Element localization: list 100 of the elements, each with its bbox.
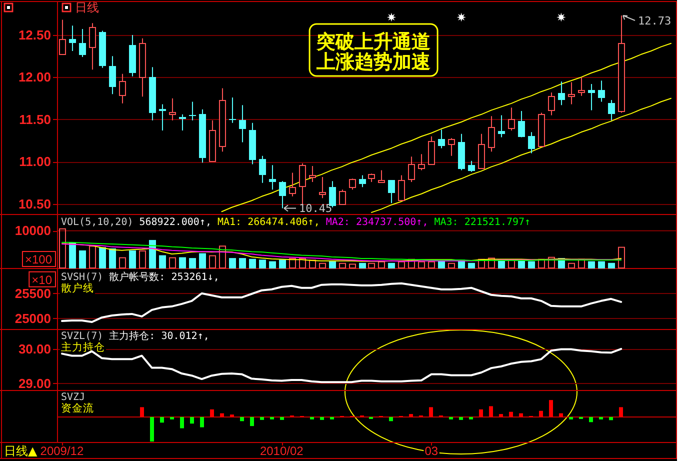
- bar: [568, 262, 575, 268]
- bar: [310, 416, 314, 420]
- bar: [119, 257, 126, 268]
- bar: [189, 258, 196, 268]
- bar: [190, 416, 194, 424]
- bar: [89, 246, 96, 268]
- bar: [618, 246, 625, 268]
- bar: [569, 416, 573, 420]
- text: 日线▲: [4, 444, 38, 458]
- bar: [99, 247, 106, 268]
- chart-subtitle: 资金流: [61, 401, 94, 414]
- bar: [229, 258, 236, 268]
- annotation: 10.45: [299, 202, 332, 216]
- y-tick-label: 25000: [14, 310, 51, 326]
- bar: [140, 407, 144, 417]
- text: 568922.000↑,: [139, 217, 212, 228]
- y-tick-label: 11.00: [19, 154, 51, 170]
- bar: [299, 258, 306, 268]
- x-tick-label: 03: [424, 444, 438, 458]
- bar: [170, 416, 174, 420]
- text: 散户线: [61, 281, 94, 294]
- bar: [160, 416, 164, 423]
- x-tick-label: 2010/02: [260, 444, 304, 458]
- bar: [398, 261, 405, 268]
- bar: [69, 242, 76, 268]
- bar: [469, 416, 473, 420]
- y-axis-title: ×100: [24, 252, 52, 266]
- bar: [320, 416, 324, 420]
- bar: [330, 416, 334, 420]
- y-tick-label: 12.50: [18, 27, 51, 42]
- bar: [59, 228, 66, 268]
- bar: [159, 255, 166, 268]
- bar: [488, 258, 495, 268]
- bar: [269, 261, 276, 268]
- bar: [79, 250, 86, 268]
- bar: [349, 264, 356, 268]
- chart-title: SVSH(7): [61, 272, 104, 283]
- bar: [559, 413, 563, 417]
- bar: [270, 416, 274, 420]
- y-tick-label: 30.00: [18, 342, 51, 357]
- bar: [599, 416, 603, 420]
- bar: [378, 261, 385, 268]
- bar: [259, 260, 266, 268]
- bar: [150, 416, 154, 442]
- line-series: [370, 98, 672, 213]
- y-tick-label: 29.00: [18, 376, 51, 391]
- bar: [319, 262, 326, 268]
- chart-title: SVZJ: [61, 392, 86, 403]
- bar: [220, 413, 224, 417]
- bar: [508, 260, 515, 268]
- bar: [329, 261, 336, 268]
- line-series: [60, 282, 622, 323]
- bar: [250, 416, 254, 426]
- y-tick-label: 25500: [14, 286, 51, 301]
- bar: [180, 416, 184, 428]
- bar: [209, 255, 216, 268]
- bar: [549, 400, 553, 417]
- bar: [240, 416, 244, 422]
- bar: [339, 262, 346, 268]
- bar: [589, 416, 593, 422]
- bar: [428, 261, 435, 268]
- bar: [309, 260, 316, 268]
- bar: [249, 258, 256, 268]
- bar: [388, 262, 395, 268]
- bar: [210, 409, 214, 417]
- bar: [139, 250, 146, 268]
- bar: [239, 258, 246, 268]
- x-tick-label: 2009/12: [40, 444, 84, 458]
- chart-title: 日线: [75, 0, 99, 14]
- bar: [418, 261, 425, 268]
- text: MA1: 266474.406↑,: [218, 217, 320, 228]
- bar: [609, 416, 613, 420]
- bar: [449, 416, 453, 420]
- bar: [519, 413, 523, 417]
- bar: [409, 414, 413, 417]
- bar: [169, 257, 176, 268]
- bar: [280, 416, 284, 420]
- bar: [578, 258, 585, 268]
- text: MA3: 221521.797↑: [434, 217, 531, 228]
- bar: [289, 258, 296, 268]
- bar: [448, 262, 455, 268]
- bar: [608, 262, 615, 268]
- bar: [359, 262, 366, 268]
- bar: [548, 256, 555, 268]
- bar: [260, 416, 264, 420]
- y-axis-title: ×10: [32, 272, 52, 287]
- text: MA2: 234737.500↑,: [326, 217, 428, 228]
- annotation: 12.73: [638, 14, 672, 28]
- chart-title: SVZL(7): [61, 330, 104, 342]
- bar: [199, 253, 206, 268]
- y-tick-label: 12.00: [18, 70, 51, 85]
- bar: [538, 258, 545, 268]
- chart-title: VOL(5,10,20): [61, 217, 134, 228]
- series-label: 散户帐号数: 253261↓,: [109, 270, 220, 283]
- series-label: 主力持仓: 30.012↑,: [109, 330, 210, 342]
- bar: [429, 407, 433, 417]
- bar: [109, 248, 116, 268]
- bar: [149, 240, 156, 268]
- bar: [588, 261, 595, 268]
- bar: [539, 410, 543, 417]
